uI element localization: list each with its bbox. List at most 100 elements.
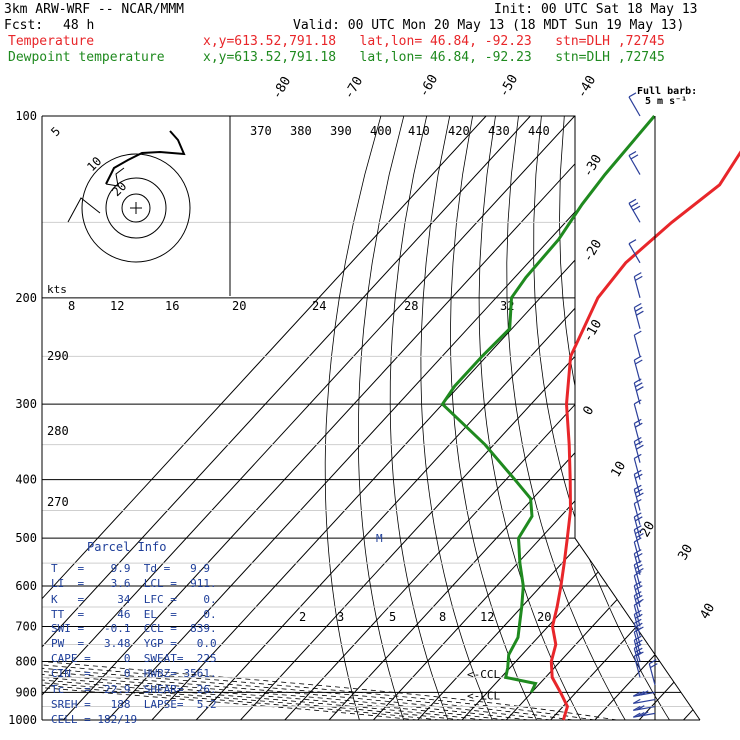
wind-barb-flag: [634, 272, 642, 278]
wind-barb-flag: [634, 560, 642, 566]
wind-barb-flag: [636, 567, 644, 574]
isotherm-label: -20: [580, 237, 605, 265]
pressure-tick-label: 300: [15, 397, 37, 411]
wind-barb: [633, 418, 643, 445]
wind-barb-flag: [640, 711, 649, 717]
theta-label: 410: [408, 124, 430, 138]
temperature-field-label: Temperature: [8, 34, 95, 49]
wind-barb-shaft: [633, 605, 641, 627]
dry-adiabat-line: [702, 116, 740, 720]
parcel-row: CIN = 0 HWBZ= 3561.: [51, 667, 217, 680]
wind-barb-flag: [634, 302, 642, 309]
wind-barb-flag: [637, 690, 645, 697]
parcel-row: SWI = -0.1 CCL = 839.: [51, 622, 217, 635]
moist-adiabat-line: [42, 297, 485, 720]
wind-barb: [633, 609, 643, 636]
wind-barb-flag: [635, 552, 643, 559]
hodograph-ring-label: 10: [84, 154, 104, 174]
wind-barb-flag: [628, 239, 637, 245]
wind-barb: [628, 198, 641, 223]
pressure-tick-label: 200: [15, 291, 37, 305]
mixing-ratio-label: 5: [389, 610, 396, 624]
isotherm-line: [195, 116, 700, 720]
forecast-hours: 48 h: [63, 18, 95, 33]
mixing-ratio-upper-label: 8: [68, 299, 75, 313]
moist-adiabat-line: [42, 297, 595, 720]
isotherm-label: 40: [697, 601, 718, 622]
wind-barb: [628, 150, 641, 175]
parcel-row: CAPE = 0 SWEAT= 225: [51, 652, 217, 665]
wind-barb: [628, 239, 641, 264]
dewpoint-location: x,y=613.52,791.18 lat,lon= 46.84, -92.23…: [203, 50, 665, 65]
wind-barb-flag: [628, 150, 637, 157]
wind-barb-flag: [635, 529, 643, 535]
wind-barb-flag: [635, 594, 643, 601]
mixing-ratio-upper-label: 20: [232, 299, 246, 313]
ccl-marker: <-CCL: [467, 668, 500, 681]
wind-barb-flag: [632, 205, 641, 211]
moist-adiabat-line: [42, 297, 618, 720]
wind-barb-shaft: [633, 698, 656, 704]
isotherm-line: [284, 116, 700, 720]
theta-label: 440: [528, 124, 550, 138]
moist-adiabat-line: [42, 297, 507, 720]
wind-barb-flag: [634, 635, 642, 641]
isotherm-label: -50: [496, 72, 521, 100]
hodograph-trace: [105, 130, 186, 185]
wind-barb-flag: [635, 473, 643, 479]
pressure-tick-label: 1000: [8, 713, 37, 727]
wind-barb-flag: [635, 622, 643, 628]
wind-barb: [633, 436, 644, 463]
parcel-row: TT = 46 EL = 0.: [51, 608, 217, 621]
dry-adiabat-line: [678, 116, 700, 720]
hodograph-ring: [105, 177, 167, 239]
wind-barb-flag: [636, 532, 644, 539]
wind-barb: [633, 498, 642, 525]
isotherm-label: -80: [269, 74, 294, 102]
mixing-ratio-upper-label: 16: [165, 299, 179, 313]
wind-barb-shaft: [633, 712, 656, 718]
mixing-ratio-upper-label: 24: [312, 299, 326, 313]
theta-label: 400: [370, 124, 392, 138]
isotherm-line: [505, 116, 700, 720]
plot-frame: [42, 115, 701, 721]
isotherm-label: -70: [341, 74, 366, 102]
wind-barb-flag: [633, 698, 641, 704]
parcel-row: SREH = 188 LAPSE= 5.2: [51, 698, 217, 711]
isotherm-line: [62, 116, 620, 720]
wind-barb: [633, 690, 656, 697]
dry-adiabat-line: [357, 116, 405, 720]
wind-barb-shaft: [633, 403, 641, 426]
hodograph-ring: [81, 153, 191, 263]
dewpoint-trace: [440, 115, 656, 694]
wind-barb-flag: [635, 359, 643, 365]
isotherm-label: -40: [574, 73, 599, 101]
wind-barb-flag: [633, 712, 641, 718]
dry-adiabat-line: [608, 116, 700, 720]
wind-barb-flag: [634, 537, 642, 543]
hodograph-ring: [121, 193, 151, 223]
wind-barb: [633, 399, 642, 426]
dry-adiabat-line: [324, 116, 382, 720]
wind-barb-flag: [637, 705, 645, 711]
theta-label: 390: [330, 124, 352, 138]
wind-barb-shaft: [633, 655, 641, 678]
dry-adiabat-line: [389, 116, 449, 720]
wind-barb: [648, 659, 658, 686]
mixing-ratio-label: 20: [537, 610, 551, 624]
wind-barb-flag: [634, 469, 642, 475]
wind-barb-flag: [634, 418, 642, 424]
wind-barb-flag: [636, 651, 644, 657]
wind-barb-flag: [635, 564, 643, 570]
wind-barb-flag: [634, 525, 642, 531]
moist-adiabat-line: [42, 297, 551, 720]
mixing-ratio-label: 2: [299, 610, 306, 624]
mixing-ratio-upper-label: 12: [110, 299, 124, 313]
wind-barb-shaft: [633, 705, 656, 711]
wind-barb-flag: [635, 647, 643, 653]
mixing-ratio-label: 12: [480, 610, 494, 624]
parcel-row: LI = 3.6 LCL = 911.: [51, 577, 217, 590]
isotherm-line: [373, 116, 700, 720]
valid-time: Valid: 00 UTC Mon 20 May 13 (18 MDT Sun …: [293, 18, 685, 33]
parcel-row: T = 9.9 Td = 9.9: [51, 562, 210, 575]
